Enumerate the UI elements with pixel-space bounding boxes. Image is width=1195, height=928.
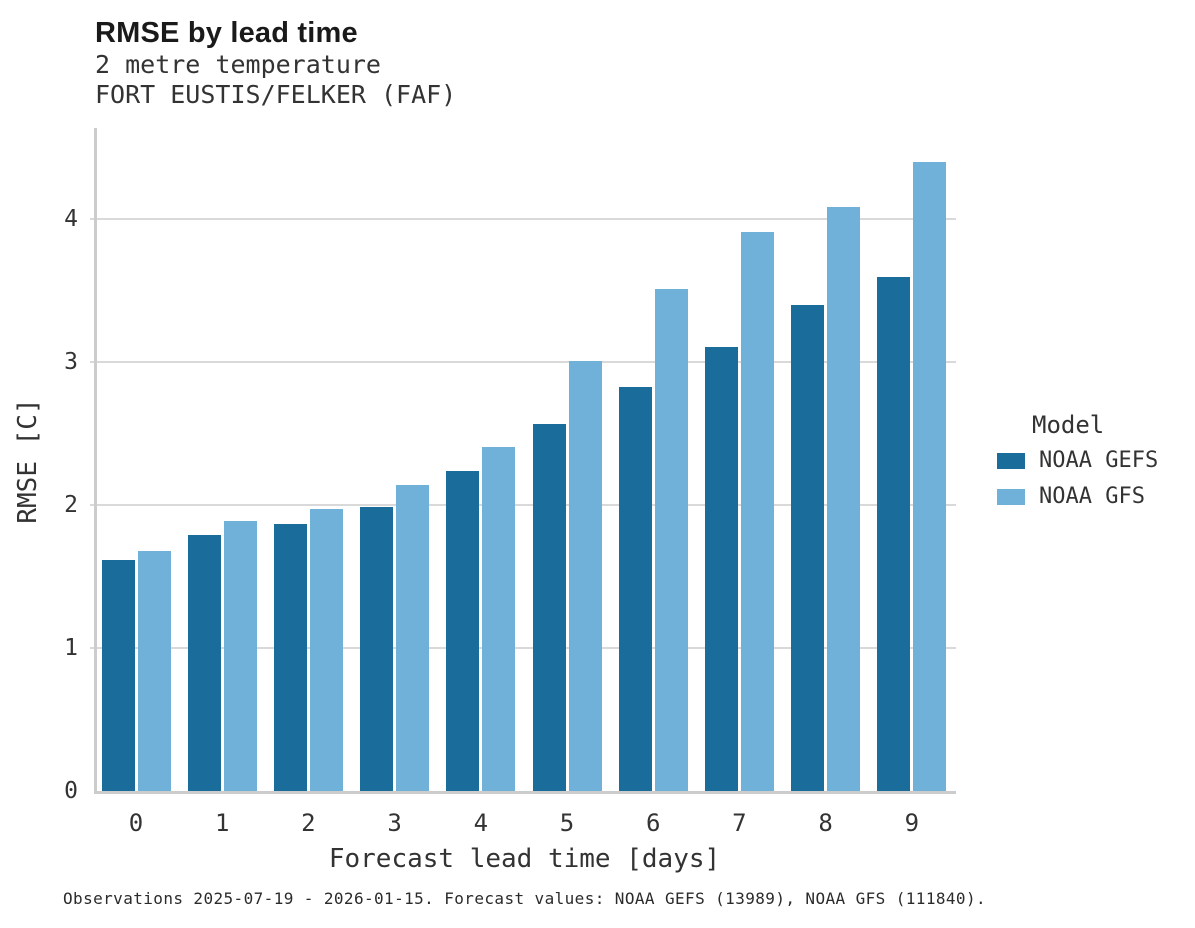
legend-item-noaa-gfs: NOAA GFS [997, 484, 1187, 509]
legend-swatch-noaa-gefs [997, 452, 1025, 469]
x-tick-label-8: 8 [818, 809, 833, 837]
bar-noaa-gefs-lead-3 [360, 506, 394, 791]
bar-noaa-gefs-lead-7 [704, 346, 738, 791]
y-tick-label-0: 0 [64, 778, 78, 804]
legend-swatch-noaa-gfs [997, 488, 1025, 505]
legend-label-noaa-gfs: NOAA GFS [1039, 484, 1145, 509]
x-tick-label-5: 5 [559, 809, 575, 837]
bar-noaa-gfs-lead-1 [223, 520, 257, 791]
plot-area: 0 1 2 3 4 0 1 2 3 4 5 6 7 8 9 [64, 128, 956, 837]
y-tick-label-4: 4 [64, 206, 78, 233]
bar-noaa-gfs-lead-4 [482, 446, 516, 791]
chart-subtitle-variable: 2 metre temperature [95, 50, 381, 79]
bar-noaa-gfs-lead-3 [396, 485, 430, 791]
x-tick-label-1: 1 [214, 809, 230, 837]
bar-noaa-gfs-lead-2 [309, 509, 343, 791]
gridline-y-3 [90, 361, 956, 364]
chart-subtitle-station: FORT EUSTIS/FELKER (FAF) [95, 80, 457, 109]
title-block: RMSE by lead time 2 metre temperature FO… [95, 16, 456, 110]
x-tick-label-2: 2 [301, 809, 316, 837]
bar-noaa-gefs-lead-9 [877, 276, 911, 791]
bar-noaa-gefs-lead-2 [273, 523, 307, 791]
y-tick-label-3: 3 [64, 349, 78, 376]
bar-noaa-gfs-lead-6 [654, 289, 688, 791]
chart-title: RMSE by lead time [95, 17, 358, 49]
bar-noaa-gefs-lead-5 [532, 423, 566, 791]
x-tick-label-4: 4 [473, 809, 489, 837]
legend: Model NOAA GEFS NOAA GFS [997, 410, 1187, 520]
y-tick-label-1: 1 [64, 635, 78, 662]
bar-noaa-gefs-lead-8 [791, 305, 825, 791]
x-tick-label-0: 0 [128, 809, 144, 837]
bar-noaa-gefs-lead-6 [618, 386, 652, 791]
bar-noaa-gfs-lead-0 [137, 550, 171, 791]
legend-title: Model [1032, 411, 1105, 439]
bar-noaa-gefs-lead-1 [187, 535, 221, 791]
x-tick-label-3: 3 [387, 809, 402, 837]
gridline-y-2 [90, 504, 956, 507]
bar-noaa-gfs-lead-9 [913, 162, 947, 791]
bar-noaa-gefs-lead-0 [101, 559, 135, 791]
bar-noaa-gfs-lead-8 [827, 206, 861, 791]
x-axis-title: Forecast lead time [days] [328, 844, 721, 874]
legend-label-noaa-gefs: NOAA GEFS [1039, 448, 1159, 473]
bar-noaa-gfs-lead-5 [568, 360, 602, 791]
y-tick-label-2: 2 [64, 492, 78, 519]
bar-noaa-gefs-lead-4 [446, 470, 480, 791]
legend-item-noaa-gefs: NOAA GEFS [997, 448, 1187, 473]
y-axis-spine [94, 128, 97, 794]
gridline-y-4 [90, 218, 956, 221]
gridline-y-1 [90, 647, 956, 650]
x-axis-spine [94, 791, 956, 794]
x-tick-label-7: 7 [732, 809, 747, 837]
x-tick-label-9: 9 [904, 809, 920, 837]
y-axis-title: RMSE [C] [13, 398, 43, 524]
bar-noaa-gfs-lead-7 [740, 232, 774, 791]
footer-note: Observations 2025-07-19 - 2026-01-15. Fo… [63, 889, 987, 908]
x-tick-label-6: 6 [645, 809, 661, 837]
